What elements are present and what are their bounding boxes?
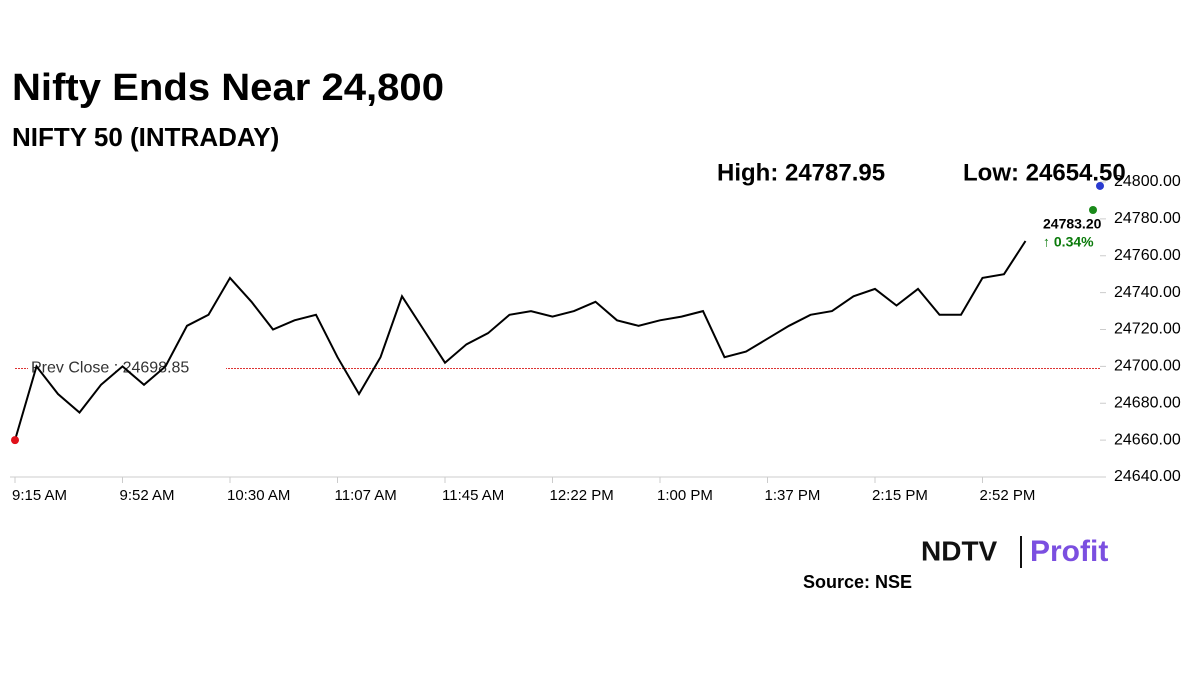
high-dot bbox=[1089, 206, 1097, 214]
brand-right: Profit bbox=[1030, 535, 1108, 568]
x-tick-label: 2:15 PM bbox=[872, 487, 928, 504]
y-tick-label: 24800.00 bbox=[1114, 173, 1181, 190]
x-tick-label: 9:15 AM bbox=[12, 487, 67, 504]
y-tick-label: 24780.00 bbox=[1114, 210, 1181, 227]
brand-left: NDTV bbox=[921, 535, 998, 566]
x-tick-label: 10:30 AM bbox=[227, 487, 290, 504]
y-tick-label: 24680.00 bbox=[1114, 394, 1181, 411]
change-label: ↑ 0.34% bbox=[1043, 234, 1094, 250]
x-tick-label: 11:07 AM bbox=[335, 487, 397, 504]
x-tick-label: 9:52 AM bbox=[120, 487, 175, 504]
last-price: 24783.20 bbox=[1043, 216, 1102, 232]
x-tick-label: 2:52 PM bbox=[980, 487, 1036, 504]
y-tick-label: 24720.00 bbox=[1114, 321, 1181, 338]
y-tick-label: 24660.00 bbox=[1114, 431, 1181, 448]
low-label: Low: 24654.50 bbox=[963, 159, 1126, 186]
open-dot bbox=[11, 436, 19, 445]
x-tick-label: 11:45 AM bbox=[442, 487, 504, 504]
y-tick-label: 24700.00 bbox=[1114, 358, 1181, 375]
prev-close-bg bbox=[28, 357, 226, 378]
y-tick-label: 24740.00 bbox=[1114, 284, 1181, 301]
chart-subtitle: NIFTY 50 (INTRADAY) bbox=[12, 122, 279, 152]
x-tick-label: 1:00 PM bbox=[657, 487, 713, 504]
prev-close-label: Prev Close : 24698.85 bbox=[31, 360, 189, 377]
x-tick-label: 12:22 PM bbox=[550, 487, 614, 504]
x-tick-label: 1:37 PM bbox=[765, 487, 821, 504]
y-tick-label: 24640.00 bbox=[1114, 468, 1181, 485]
y-tick-label: 24760.00 bbox=[1114, 247, 1181, 264]
last-dot bbox=[1096, 181, 1104, 190]
high-label: High: 24787.95 bbox=[717, 159, 885, 186]
source: Source: NSE bbox=[803, 572, 912, 592]
price-line bbox=[14, 240, 1027, 441]
chart-title: Nifty Ends Near 24,800 bbox=[12, 67, 444, 109]
